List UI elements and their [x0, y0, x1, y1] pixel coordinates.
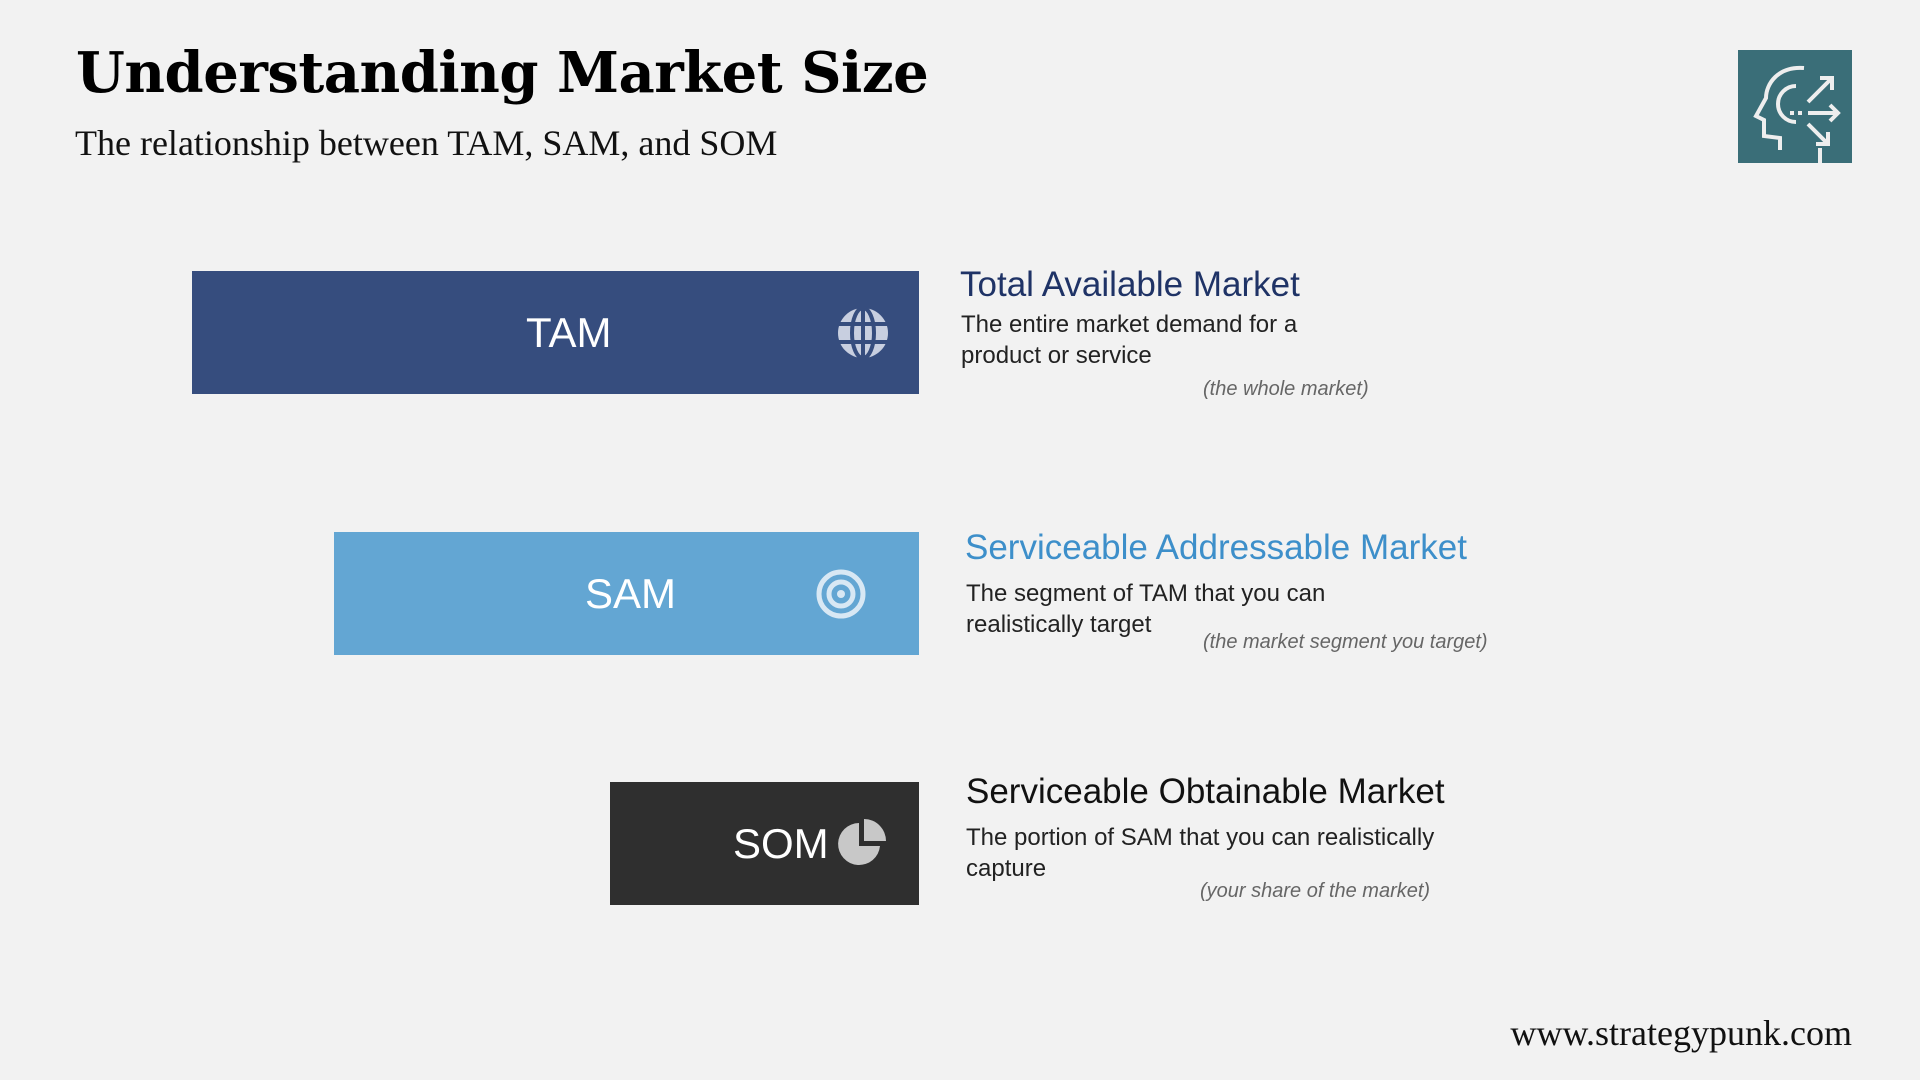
sam-name: Serviceable Addressable Market [965, 528, 1467, 567]
page-title: Understanding Market Size [76, 40, 929, 106]
tam-bar: TAM [192, 271, 919, 394]
tam-label: TAM [526, 308, 612, 356]
sam-bar: SAM [334, 532, 919, 655]
tam-description: The entire market demand for a product o… [961, 311, 1298, 369]
head-decision-arrows-icon [1738, 50, 1852, 163]
website-link[interactable]: www.strategypunk.com [1510, 1013, 1852, 1053]
pie-chart-icon [838, 818, 886, 865]
sam-note: (the market segment you target) [1203, 631, 1488, 653]
som-description: The portion of SAM that you can realisti… [966, 824, 1435, 882]
som-note: (your share of the market) [1200, 880, 1431, 902]
tam-name: Total Available Market [960, 265, 1300, 304]
globe-icon [838, 307, 888, 358]
target-icon [816, 569, 866, 618]
som-name: Serviceable Obtainable Market [966, 772, 1445, 811]
som-bar: SOM [610, 782, 919, 905]
som-label: SOM [733, 819, 829, 867]
sam-description: The segment of TAM that you can realisti… [966, 580, 1326, 638]
sam-label: SAM [585, 569, 677, 617]
tam-note: (the whole market) [1203, 378, 1369, 400]
page-subtitle: The relationship between TAM, SAM, and S… [75, 123, 778, 163]
